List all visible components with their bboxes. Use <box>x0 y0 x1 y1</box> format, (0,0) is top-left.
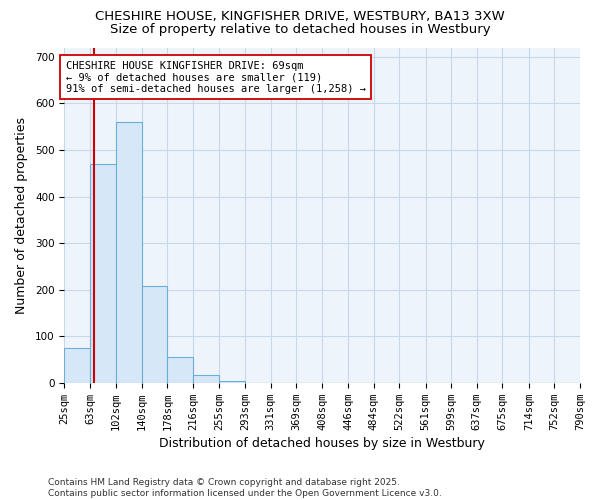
Bar <box>64 348 90 383</box>
Y-axis label: Number of detached properties: Number of detached properties <box>15 116 28 314</box>
Bar <box>90 164 116 383</box>
X-axis label: Distribution of detached houses by size in Westbury: Distribution of detached houses by size … <box>159 437 485 450</box>
Text: CHESHIRE HOUSE KINGFISHER DRIVE: 69sqm
← 9% of detached houses are smaller (119): CHESHIRE HOUSE KINGFISHER DRIVE: 69sqm ←… <box>65 60 365 94</box>
Text: Size of property relative to detached houses in Westbury: Size of property relative to detached ho… <box>110 22 490 36</box>
Bar <box>142 286 167 383</box>
Text: Contains HM Land Registry data © Crown copyright and database right 2025.
Contai: Contains HM Land Registry data © Crown c… <box>48 478 442 498</box>
Bar <box>167 357 193 383</box>
Text: CHESHIRE HOUSE, KINGFISHER DRIVE, WESTBURY, BA13 3XW: CHESHIRE HOUSE, KINGFISHER DRIVE, WESTBU… <box>95 10 505 23</box>
Bar <box>193 375 220 383</box>
Bar <box>220 380 245 383</box>
Bar <box>116 122 142 383</box>
